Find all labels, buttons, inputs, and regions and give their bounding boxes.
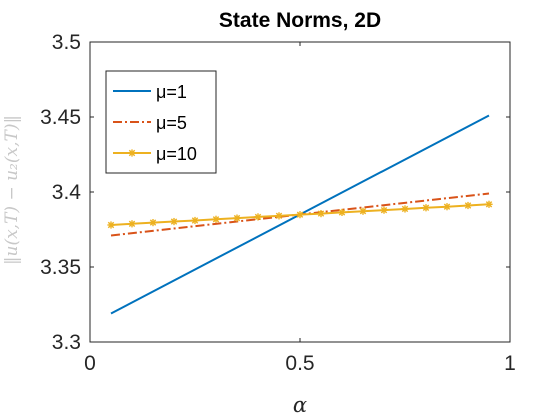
data-point-marker — [401, 205, 409, 213]
data-point-marker — [380, 206, 388, 214]
x-tick-label: 0 — [84, 352, 96, 375]
data-point-marker — [254, 213, 262, 221]
ticks-layer: 0 0.5 1 3.3 3.35 3.4 3.45 3.5 — [40, 31, 516, 375]
data-point-marker — [107, 221, 115, 229]
chart-title: State Norms, 2D — [219, 9, 381, 32]
data-point-marker — [191, 216, 199, 225]
y-axis-label: ‖u(x,T) − u₂(x,T)‖ — [2, 115, 22, 265]
data-point-marker — [296, 211, 304, 219]
data-point-marker — [422, 204, 430, 212]
data-point-marker — [128, 220, 136, 228]
x-tick-label: 0.5 — [285, 352, 314, 375]
data-point-marker — [464, 201, 472, 210]
legend-label: μ=1 — [156, 82, 187, 102]
data-point-marker — [233, 214, 241, 222]
data-point-marker — [485, 200, 493, 208]
y-tick-label: 3.3 — [52, 331, 81, 354]
data-point-marker — [275, 212, 283, 220]
data-point-marker — [212, 215, 220, 223]
legend-label: μ=5 — [156, 113, 187, 133]
y-tick-label: 3.4 — [52, 181, 82, 204]
series-layer — [107, 114, 493, 315]
x-tick-label: 1 — [504, 352, 516, 375]
data-point-marker — [149, 219, 157, 227]
y-tick-label: 3.45 — [40, 106, 81, 129]
data-point-marker — [170, 217, 178, 226]
legend-marker — [128, 149, 136, 157]
legend-label: μ=10 — [156, 144, 197, 164]
data-point-marker — [359, 207, 367, 215]
data-point-marker — [443, 203, 451, 211]
y-tick-label: 3.5 — [52, 31, 81, 54]
legend-box — [105, 70, 217, 174]
y-tick-label: 3.35 — [40, 256, 81, 279]
data-point-marker — [338, 208, 346, 216]
x-axis-label: α — [293, 393, 307, 417]
legend: μ=1 μ=5 μ=10 — [105, 70, 217, 174]
data-point-marker — [317, 210, 325, 218]
